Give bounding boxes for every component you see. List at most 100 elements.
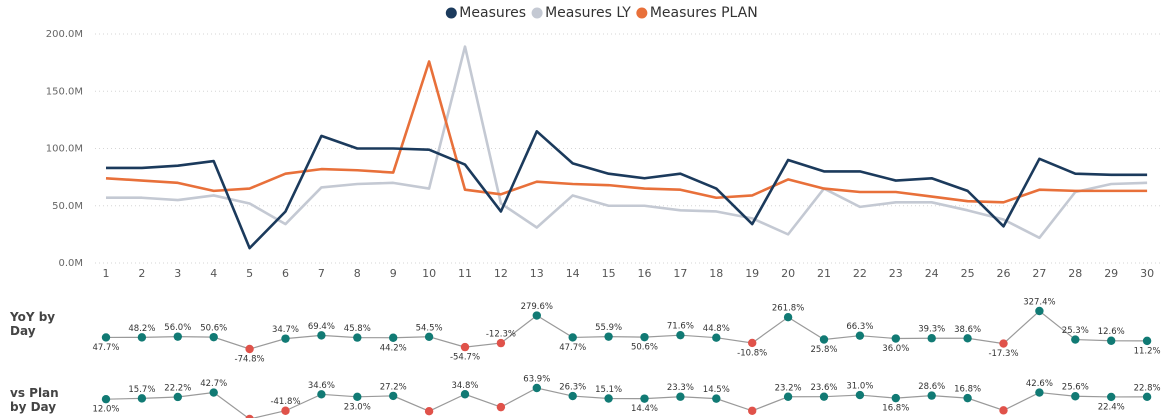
data-label: 279.6%: [521, 302, 553, 312]
legend-label: Measures: [459, 5, 526, 21]
dot: [1035, 306, 1044, 316]
dot: [927, 391, 936, 400]
row-line: [105, 387, 1148, 418]
x-tick-label: 11: [458, 267, 472, 280]
data-label: 34.6%: [308, 381, 335, 391]
dot: [1107, 336, 1116, 345]
data-label: 28.6%: [918, 382, 945, 392]
data-label: -17.3%: [988, 349, 1018, 359]
data-label: 22.8%: [1134, 383, 1161, 393]
dot: [568, 333, 577, 342]
dot: [209, 388, 218, 397]
data-label: 71.6%: [667, 322, 694, 332]
legend-label: Measures PLAN: [650, 5, 758, 21]
data-label: 23.0%: [344, 402, 371, 412]
data-label: 50.6%: [200, 324, 227, 334]
dot: [389, 333, 398, 342]
dot: [173, 332, 182, 341]
x-tick-label: 15: [602, 267, 616, 280]
data-label: 34.8%: [451, 381, 478, 391]
y-tick-label: 200.0M: [46, 29, 83, 40]
dot: [424, 332, 434, 341]
data-label: 42.6%: [1026, 379, 1053, 389]
x-tick-label: 18: [709, 267, 723, 280]
data-label: 47.7%: [559, 343, 586, 353]
data-label: 34.7%: [272, 325, 299, 335]
data-label: 63.9%: [523, 375, 550, 385]
data-label: 25.6%: [1062, 383, 1089, 393]
x-tick-label: 24: [925, 267, 939, 280]
x-tick-label: 17: [673, 267, 687, 280]
data-label: 50.6%: [631, 343, 658, 353]
data-label: 23.2%: [775, 383, 802, 393]
dot: [317, 331, 326, 340]
x-tick-label: 21: [817, 267, 831, 280]
dot: [281, 334, 290, 343]
series-line: [106, 45, 1148, 240]
dot: [748, 406, 757, 415]
x-tick-label: 20: [781, 267, 795, 280]
row-line: [105, 310, 1148, 350]
row-label: YoY by Day: [10, 310, 56, 338]
series-line: [106, 130, 1148, 250]
data-label: 26.3%: [559, 383, 586, 393]
x-tick-label: 22: [853, 267, 867, 280]
x-tick-label: 8: [354, 267, 361, 280]
dot: [496, 338, 506, 348]
y-tick-label: 50.0M: [52, 201, 83, 212]
x-tick-label: 1: [103, 267, 110, 280]
dot: [963, 393, 972, 403]
dot: [783, 312, 793, 322]
x-tick-label: 23: [889, 267, 903, 280]
dot: [424, 407, 434, 416]
dot: [209, 332, 218, 342]
data-label: 36.0%: [882, 344, 909, 354]
x-tick-label: 27: [1032, 267, 1046, 280]
dot: [1142, 392, 1152, 402]
data-label: 261.8%: [772, 304, 804, 314]
data-label: 38.6%: [954, 325, 981, 335]
dot: [1071, 335, 1080, 344]
dot: [532, 311, 541, 320]
data-label: 15.7%: [128, 385, 155, 395]
data-label: 23.6%: [810, 383, 837, 393]
data-label: 12.6%: [1098, 327, 1125, 337]
dot: [819, 392, 829, 401]
x-tick-label: 25: [961, 267, 975, 280]
legend-label: Measures LY: [545, 5, 631, 21]
x-tick-label: 10: [422, 267, 436, 280]
data-label: 327.4%: [1023, 298, 1055, 308]
dot: [353, 333, 362, 342]
dot: [281, 406, 290, 415]
dot: [963, 334, 972, 343]
row-label: vs Plan by Day: [10, 386, 59, 414]
x-tick-label: 9: [390, 267, 397, 280]
data-label: 16.8%: [954, 385, 981, 395]
dot: [1035, 388, 1044, 397]
dot: [1071, 392, 1080, 401]
dot: [101, 333, 111, 342]
dot: [748, 338, 757, 348]
x-tick-label: 30: [1140, 267, 1154, 280]
dot: [604, 332, 613, 341]
series-line: [105, 60, 1148, 204]
dot: [712, 394, 721, 403]
dot: [604, 394, 613, 403]
dot: [137, 394, 147, 403]
y-tick-label: 100.0M: [46, 144, 83, 155]
legend-marker: [636, 7, 648, 19]
x-tick-label: 7: [318, 267, 325, 280]
x-tick-label: 28: [1068, 267, 1082, 280]
data-label: 69.4%: [308, 322, 335, 332]
dot: [1142, 336, 1152, 346]
dot: [317, 390, 326, 399]
data-label: 31.0%: [846, 382, 873, 392]
dot: [855, 331, 865, 340]
dot: [173, 392, 182, 402]
dot: [460, 390, 470, 399]
data-label: 23.3%: [667, 383, 694, 393]
data-label: 48.2%: [128, 324, 155, 334]
data-label: 16.8%: [882, 404, 909, 414]
